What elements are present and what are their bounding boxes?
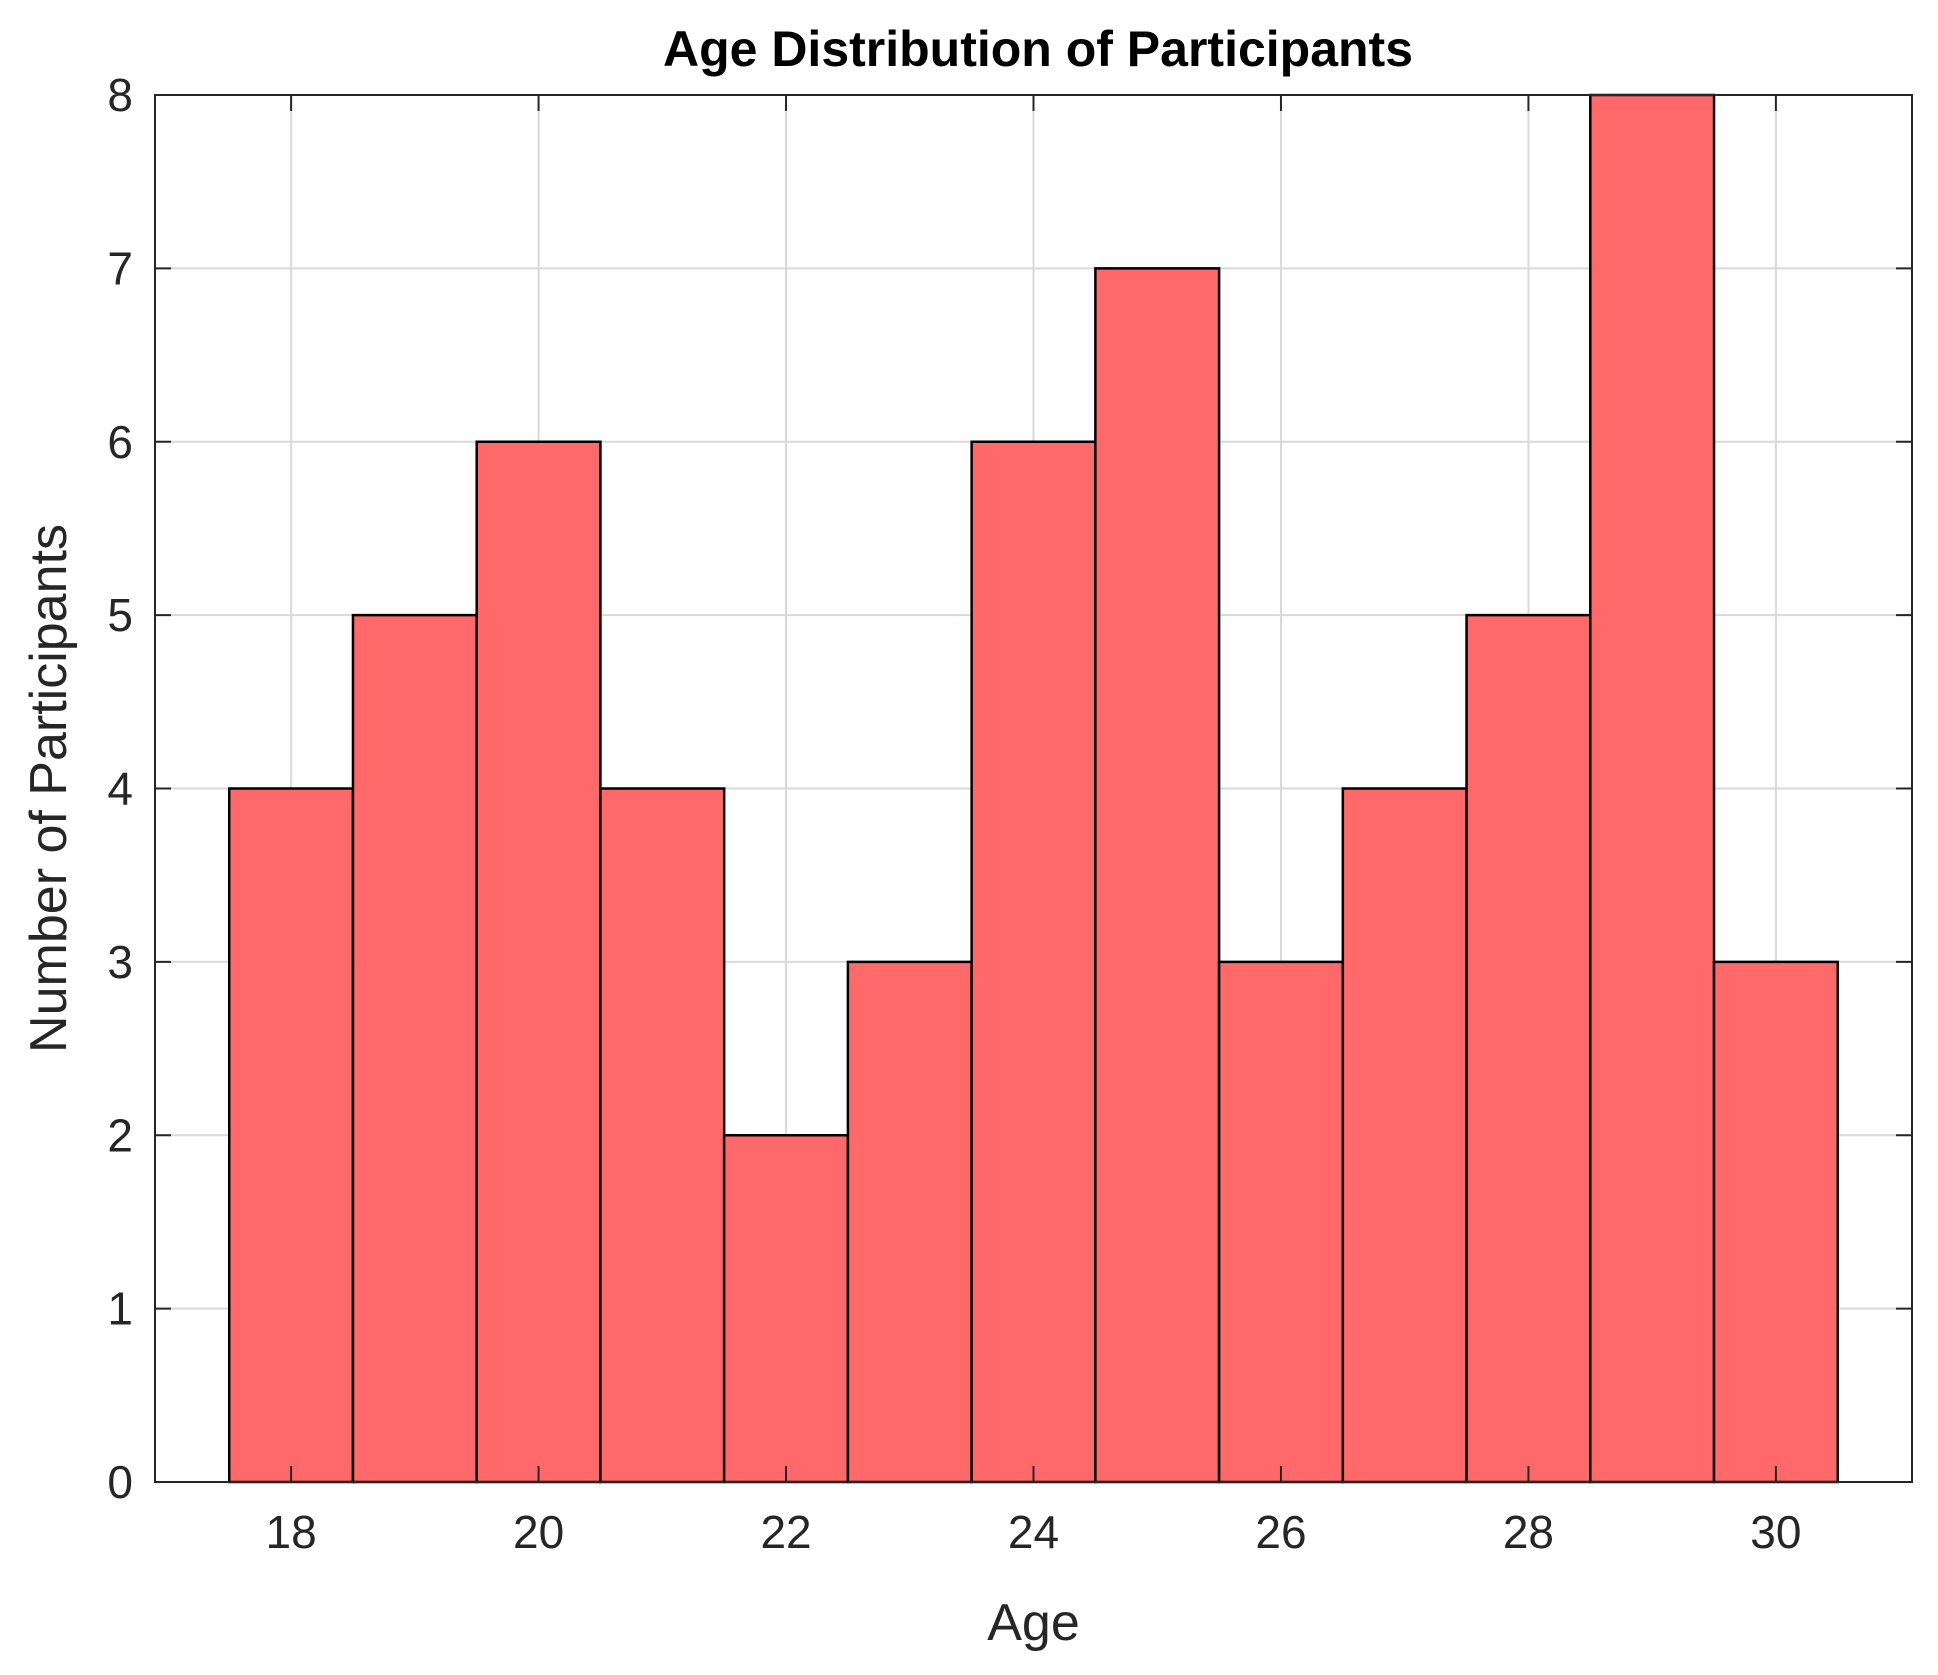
y-tick-label: 5 (107, 589, 133, 641)
y-tick-label: 7 (107, 242, 133, 294)
histogram-bar-age-25 (1094, 267, 1221, 1484)
y-tick-label: 2 (107, 1109, 133, 1161)
x-tick-label: 28 (1503, 1506, 1554, 1558)
chart-title: Age Distribution of Participants (663, 21, 1413, 77)
y-axis-label: Number of Participants (20, 524, 78, 1053)
x-tick-label: 18 (266, 1506, 317, 1558)
y-tick-label: 8 (107, 69, 133, 121)
histogram-bar-age-20 (475, 440, 602, 1484)
x-tick-label: 26 (1255, 1506, 1306, 1558)
histogram-bar-age-27 (1341, 787, 1468, 1484)
x-tick-label: 20 (513, 1506, 564, 1558)
histogram-bar-age-19 (351, 613, 478, 1484)
histogram-bar-age-28 (1465, 613, 1592, 1484)
axis-ticks: 18 20 22 24 26 28 30 0 1 2 3 4 5 6 7 8 (107, 69, 1912, 1558)
x-tick-label: 24 (1008, 1506, 1059, 1558)
histogram-bar-age-29 (1589, 93, 1716, 1484)
histogram-bar-age-18 (227, 787, 355, 1484)
histogram-bar-age-30 (1712, 960, 1840, 1484)
histogram-bars (227, 93, 1840, 1484)
y-tick-label: 4 (107, 763, 133, 815)
y-tick-label: 1 (107, 1283, 133, 1335)
y-tick-label: 0 (107, 1456, 133, 1508)
histogram-bar-age-24 (970, 440, 1097, 1484)
histogram-bar-age-22 (722, 1134, 850, 1484)
y-tick-label: 6 (107, 416, 133, 468)
histogram-bar-age-23 (846, 960, 973, 1484)
histogram-bar-age-26 (1217, 960, 1345, 1484)
x-tick-label: 22 (760, 1506, 811, 1558)
x-tick-label: 30 (1750, 1506, 1801, 1558)
histogram-bar-age-21 (599, 787, 726, 1484)
y-tick-label: 3 (107, 936, 133, 988)
x-axis-label: Age (987, 1594, 1080, 1652)
